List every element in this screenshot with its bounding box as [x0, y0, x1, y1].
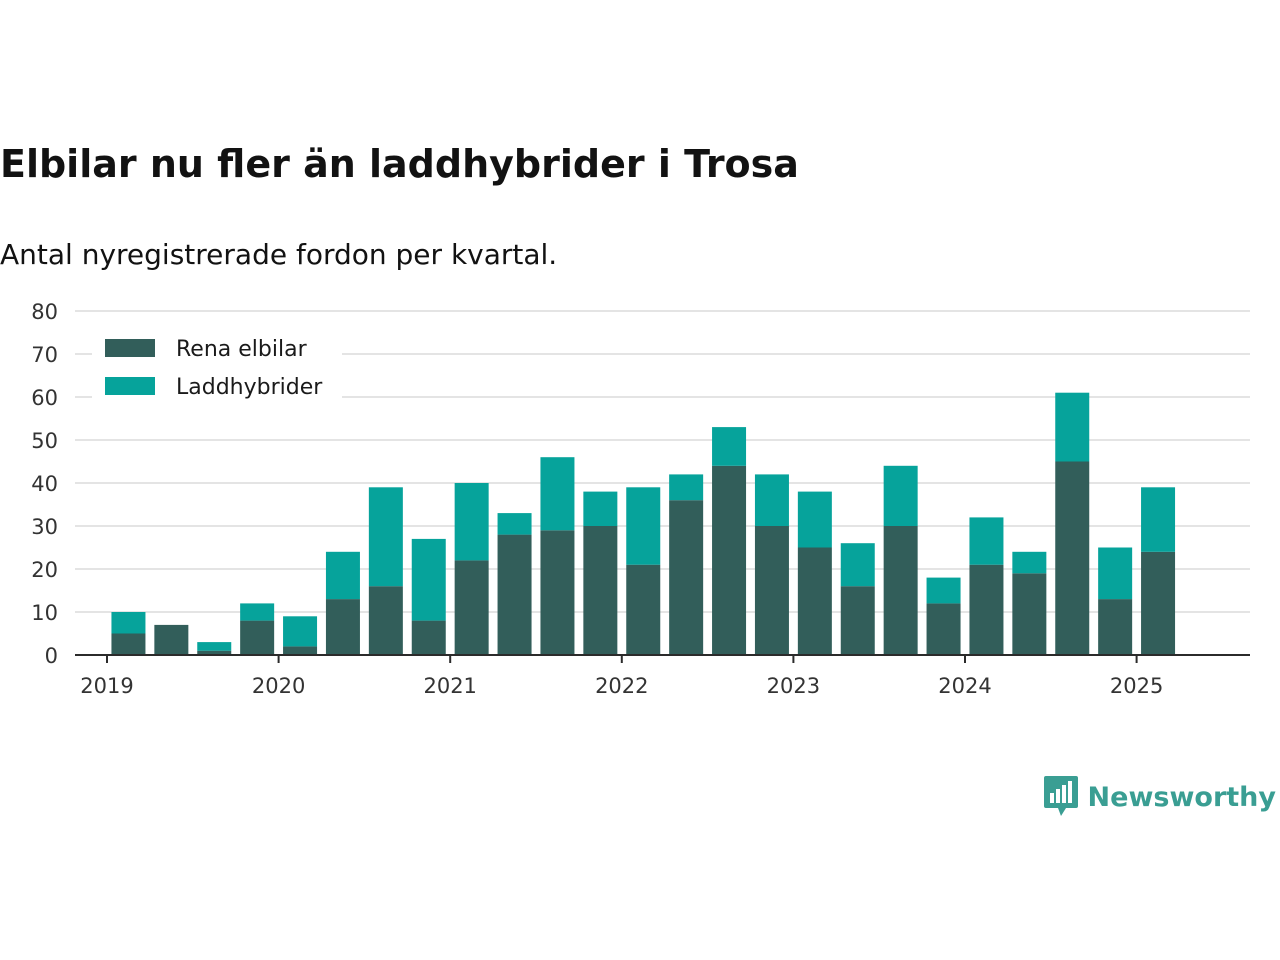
y-tick-label: 0	[45, 644, 58, 668]
y-tick-label: 20	[31, 558, 58, 582]
bar-segment	[583, 526, 618, 655]
legend-swatch	[105, 339, 155, 357]
y-tick-label: 80	[31, 300, 58, 324]
legend-label: Rena elbilar	[176, 337, 308, 362]
bar-segment	[497, 513, 532, 535]
bar-segment	[111, 633, 146, 655]
x-tick-label: 2019	[80, 674, 133, 698]
bar-segment	[626, 564, 661, 655]
bar-segment	[368, 586, 403, 655]
bar-segment	[969, 564, 1004, 655]
legend-label: Laddhybrider	[176, 375, 323, 400]
legend-swatch	[105, 377, 155, 395]
bar-segment	[197, 650, 232, 655]
y-tick-label: 50	[31, 429, 58, 453]
x-tick-label: 2024	[938, 674, 991, 698]
bar-segment	[926, 603, 961, 655]
bar-segment	[454, 483, 489, 561]
bar-segment	[669, 474, 704, 501]
bar-segment	[797, 491, 832, 548]
y-tick-label: 10	[31, 601, 58, 625]
bar-segment	[325, 599, 360, 655]
newsworthy-logo: Newsworthy	[1043, 776, 1276, 818]
bar-segment	[1012, 573, 1047, 655]
bar-segment	[712, 427, 747, 466]
bar-segment	[283, 646, 318, 655]
bar-segment	[411, 620, 446, 655]
newsworthy-logo-icon	[1043, 776, 1078, 816]
bar-segment	[540, 457, 575, 531]
bar-segment	[840, 586, 875, 655]
bar-segment	[583, 491, 618, 526]
bar-segment	[197, 642, 232, 651]
x-tick-label: 2020	[252, 674, 305, 698]
bar-segment	[883, 526, 918, 655]
bar-segment	[1141, 487, 1176, 552]
brand-name: Newsworthy	[1087, 781, 1276, 813]
bar-segment	[626, 487, 661, 565]
chart-title: Elbilar nu fler än laddhybrider i Trosa	[0, 142, 799, 186]
bar-segment	[154, 624, 189, 655]
y-tick-label: 60	[31, 386, 58, 410]
y-tick-label: 70	[31, 343, 58, 367]
bar-segment	[368, 487, 403, 587]
x-tick-label: 2023	[767, 674, 820, 698]
bar-segment	[1141, 551, 1176, 655]
bar-segment	[883, 465, 918, 526]
bar-segment	[754, 474, 789, 526]
bar-segment	[1012, 551, 1047, 574]
bar-segment	[1055, 392, 1090, 462]
bar-segment	[969, 517, 1004, 565]
bar-segment	[454, 560, 489, 655]
bar-segment	[283, 616, 318, 647]
bar-segment	[754, 526, 789, 655]
x-tick-label: 2022	[595, 674, 648, 698]
bar-segment	[669, 500, 704, 655]
legend: Rena elbilar Laddhybrider	[92, 328, 342, 404]
bar-segment	[325, 551, 360, 600]
bar-segment	[840, 543, 875, 587]
bar-segment	[240, 620, 275, 655]
x-tick-label: 2021	[423, 674, 476, 698]
bar-segment	[797, 547, 832, 655]
bars	[111, 392, 1176, 655]
axes: 0 10 20 30 40 50 60 70 80 2019 2020 2021 2022 2023 202…	[31, 300, 1250, 698]
bar-segment	[411, 538, 446, 621]
x-tick-label: 2025	[1110, 674, 1163, 698]
bar-segment	[1098, 547, 1133, 600]
y-tick-label: 40	[31, 472, 58, 496]
bar-segment	[1098, 599, 1133, 655]
bar-segment	[497, 534, 532, 655]
bar-segment	[926, 577, 961, 604]
bar-segment	[712, 465, 747, 655]
chart-subtitle: Antal nyregistrerade fordon per kvartal.	[0, 238, 558, 271]
bar-segment	[240, 603, 275, 621]
bar-segment	[1055, 461, 1090, 655]
bar-segment	[540, 530, 575, 655]
stacked-bar-chart: 0 10 20 30 40 50 60 70 80 2019 2020 2021 2022 2023 202…	[31, 300, 1250, 698]
bar-segment	[111, 612, 146, 634]
y-tick-label: 30	[31, 515, 58, 539]
